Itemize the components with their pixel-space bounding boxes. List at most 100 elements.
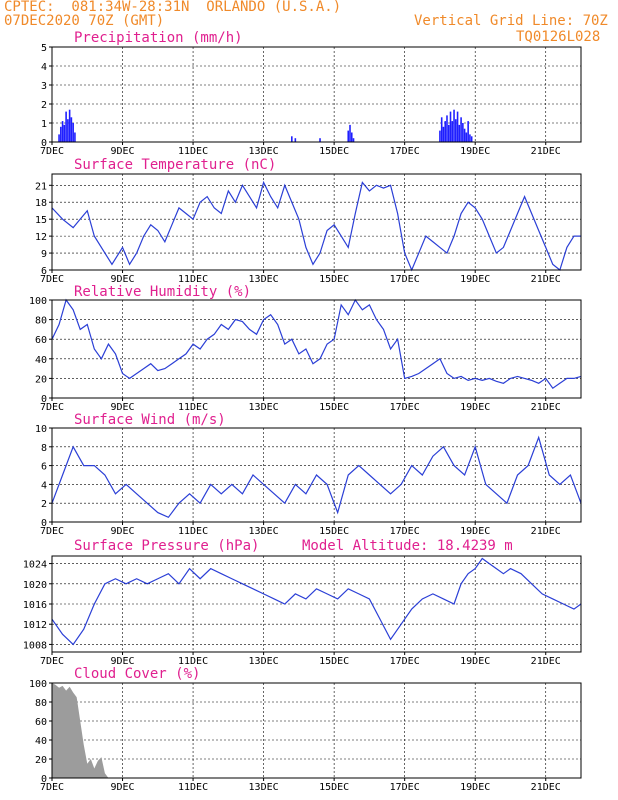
x-tick-label: 11DEC	[178, 782, 208, 793]
y-tick-label: 6	[41, 266, 47, 277]
x-tick-label: 21DEC	[531, 782, 561, 793]
precip-bar	[61, 121, 64, 142]
grid-note: Vertical Grid Line: 70Z	[414, 13, 608, 29]
x-tick-label: 15DEC	[319, 782, 349, 793]
x-tick-label: 13DEC	[249, 274, 279, 285]
y-tick-label: 4	[41, 62, 47, 73]
precip-bar	[347, 130, 350, 142]
y-tick-label: 18	[35, 198, 47, 209]
location-header: CPTEC: 081:34W-28:31N ORLANDO (U.S.A.)	[4, 0, 342, 15]
y-tick-label: 1	[41, 119, 47, 130]
x-tick-label: 9DEC	[110, 146, 134, 157]
x-tick-label: 9DEC	[110, 402, 134, 413]
x-tick-label: 9DEC	[110, 782, 134, 793]
y-tick-label: 1016	[23, 600, 47, 611]
y-tick-label: 0	[41, 774, 47, 785]
model-altitude-label: Model Altitude: 18.4239 m	[302, 538, 513, 554]
y-tick-label: 3	[41, 81, 47, 92]
precip-bar	[439, 130, 441, 142]
x-tick-label: 11DEC	[178, 402, 208, 413]
panel-5: 0 20 40 60 80 100 7DEC 9DEC 11DEC 13DEC 15DEC 17DEC…	[29, 666, 582, 793]
precip-bar	[451, 121, 454, 142]
x-tick-label: 21DEC	[531, 656, 561, 667]
precip-bar	[469, 134, 471, 142]
x-tick-label: 17DEC	[390, 526, 420, 537]
y-tick-label: 12	[35, 232, 47, 243]
panel-title: Surface Wind (m/s)	[74, 412, 226, 428]
y-tick-label: 0	[41, 394, 47, 405]
y-tick-label: 20	[35, 755, 47, 766]
x-tick-label: 19DEC	[460, 402, 490, 413]
y-tick-label: 40	[35, 736, 47, 747]
y-tick-label: 80	[35, 698, 47, 709]
x-tick-label: 19DEC	[460, 274, 490, 285]
panel-frame	[51, 427, 582, 523]
x-tick-label: 19DEC	[460, 146, 490, 157]
x-tick-label: 19DEC	[460, 656, 490, 667]
panel-title: Surface Temperature (nC)	[74, 157, 276, 173]
x-tick-label: 7DEC	[40, 146, 64, 157]
precip-bar	[460, 117, 462, 142]
panel-3: 0 2 4 6 8 10 7DEC 9DEC 11DEC 13DEC 15DEC 17DEC 19DEC…	[35, 412, 582, 537]
y-tick-label: 2	[41, 100, 47, 111]
x-tick-label: 7DEC	[40, 274, 64, 285]
precip-bar	[74, 132, 76, 142]
panel-2: 0 20 40 60 80 100 7DEC 9DEC 11DEC 13DEC 15DEC 17DEC…	[29, 284, 582, 413]
x-tick-label: 15DEC	[319, 146, 349, 157]
x-tick-label: 21DEC	[531, 402, 561, 413]
y-tick-label: 10	[35, 424, 47, 435]
y-tick-label: 20	[35, 374, 47, 385]
panel-title: Surface Pressure (hPa)	[74, 538, 259, 554]
precip-bar	[444, 121, 447, 142]
x-tick-label: 15DEC	[319, 402, 349, 413]
x-tick-label: 9DEC	[110, 274, 134, 285]
precip-bar	[349, 124, 351, 142]
precip-bar	[449, 111, 452, 142]
x-tick-label: 11DEC	[178, 526, 208, 537]
precip-bar	[440, 117, 443, 142]
y-tick-label: 100	[29, 296, 47, 307]
x-tick-label: 7DEC	[40, 526, 64, 537]
y-tick-label: 4	[41, 480, 47, 491]
precip-bar	[352, 138, 355, 142]
x-tick-label: 17DEC	[390, 274, 420, 285]
y-tick-label: 40	[35, 355, 47, 366]
y-tick-label: 15	[35, 215, 47, 226]
precip-bar	[58, 134, 60, 142]
precip-bar	[446, 115, 448, 142]
x-tick-label: 17DEC	[390, 782, 420, 793]
panel-title: Cloud Cover (%)	[74, 666, 200, 682]
precip-bar	[67, 119, 69, 142]
y-tick-label: 1012	[23, 620, 47, 631]
precip-bar	[60, 126, 62, 142]
precip-bar	[350, 132, 353, 142]
x-tick-label: 21DEC	[531, 146, 561, 157]
y-tick-label: 8	[41, 443, 47, 454]
precip-bar	[72, 123, 74, 142]
series-line	[51, 557, 582, 646]
y-tick-label: 1020	[23, 580, 47, 591]
panel-title: Relative Humidity (%)	[74, 284, 251, 300]
y-tick-label: 60	[35, 717, 47, 728]
panel-title: Precipitation (mm/h)	[74, 30, 243, 46]
x-tick-label: 7DEC	[40, 402, 64, 413]
precip-bar	[65, 111, 67, 142]
y-tick-label: 2	[41, 499, 47, 510]
precip-bar	[63, 124, 66, 142]
y-tick-label: 9	[41, 249, 47, 260]
x-tick-label: 21DEC	[531, 526, 561, 537]
precip-bar	[462, 123, 464, 142]
precip-bar	[442, 126, 445, 142]
model-code: TQ0126L028	[516, 29, 601, 45]
precip-bar	[453, 109, 455, 142]
x-tick-label: 15DEC	[319, 274, 349, 285]
x-tick-label: 17DEC	[390, 146, 420, 157]
y-tick-label: 5	[41, 43, 47, 54]
series-line	[51, 298, 582, 390]
x-tick-label: 7DEC	[40, 782, 64, 793]
x-tick-label: 19DEC	[460, 526, 490, 537]
x-tick-label: 9DEC	[110, 656, 134, 667]
y-tick-label: 21	[35, 181, 47, 192]
x-tick-label: 17DEC	[390, 656, 420, 667]
